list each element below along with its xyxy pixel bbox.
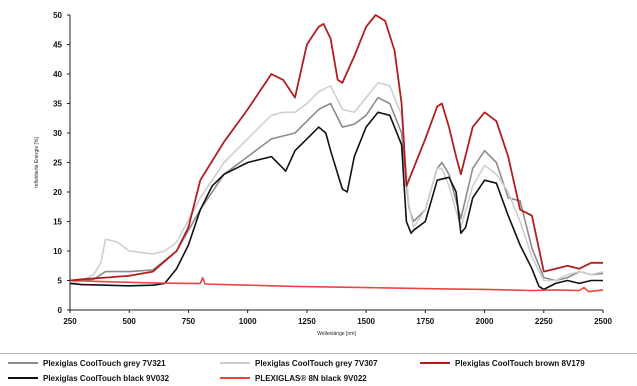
y-tick-label: 5	[58, 277, 63, 286]
series-line	[69, 14, 603, 282]
legend-swatch	[220, 377, 250, 379]
y-tick-label: 30	[53, 129, 62, 138]
x-tick-label: 2250	[535, 317, 553, 326]
legend-item: Plexiglas CoolTouch black 9V032	[8, 371, 169, 385]
series-line	[69, 276, 604, 293]
x-tick-label: 1250	[298, 317, 316, 326]
legend-label: Plexiglas CoolTouch black 9V032	[43, 373, 170, 383]
legend-swatch	[8, 377, 38, 379]
x-tick-label: 1500	[357, 317, 375, 326]
legend-item: Plexiglas CoolTouch grey 7V307	[220, 356, 378, 370]
x-ticks: 250 500 750 1000 1250 1500 1750 2000 2250 2500	[63, 310, 612, 326]
y-tick-label: 25	[53, 159, 62, 168]
legend-label: Plexiglas CoolTouch grey 7V321	[43, 358, 166, 368]
legend-label: Plexiglas CoolTouch grey 7V307	[255, 358, 378, 368]
legend-item: PLEXIGLAS® 8N black 9V022	[220, 371, 367, 385]
legend-label: Plexiglas CoolTouch brown 8V179	[455, 358, 585, 368]
y-axis-title: reflektierte Energie [%]	[34, 137, 40, 188]
legend-item: Plexiglas CoolTouch brown 8V179	[420, 356, 585, 370]
series-line	[69, 82, 604, 285]
x-tick-label: 750	[182, 317, 196, 326]
legend-swatch	[420, 362, 450, 364]
series-line	[69, 111, 603, 291]
y-tick-label: 20	[53, 188, 62, 197]
y-tick-label: 15	[53, 218, 62, 227]
y-tick-label: 40	[53, 70, 62, 79]
y-tick-label: 35	[53, 100, 62, 109]
x-tick-label: 1000	[239, 317, 257, 326]
legend-item: Plexiglas CoolTouch grey 7V321	[8, 356, 166, 370]
legend: Plexiglas CoolTouch grey 7V321 Plexiglas …	[0, 353, 637, 386]
legend-swatch	[8, 362, 38, 364]
x-tick-label: 2500	[594, 317, 612, 326]
x-tick-label: 2000	[476, 317, 494, 326]
y-tick-label: 50	[53, 11, 62, 20]
series-line	[69, 96, 604, 285]
series-lines	[69, 14, 604, 293]
x-tick-label: 1750	[416, 317, 434, 326]
x-axis-title: Wellenlänge [nm]	[317, 331, 356, 337]
y-ticks: 0 5 10 15 20 25 30 35 40 45 50	[53, 11, 70, 315]
reflectance-chart: 250 500 750 1000 1250 1500 1750 2000 2250 2500 0 5…	[34, 11, 612, 337]
y-tick-label: 10	[53, 247, 62, 256]
legend-label: PLEXIGLAS® 8N black 9V022	[255, 373, 367, 383]
y-tick-label: 0	[58, 306, 63, 315]
x-tick-label: 250	[63, 317, 77, 326]
legend-swatch	[220, 362, 250, 364]
y-tick-label: 45	[53, 41, 62, 50]
x-tick-label: 500	[123, 317, 137, 326]
